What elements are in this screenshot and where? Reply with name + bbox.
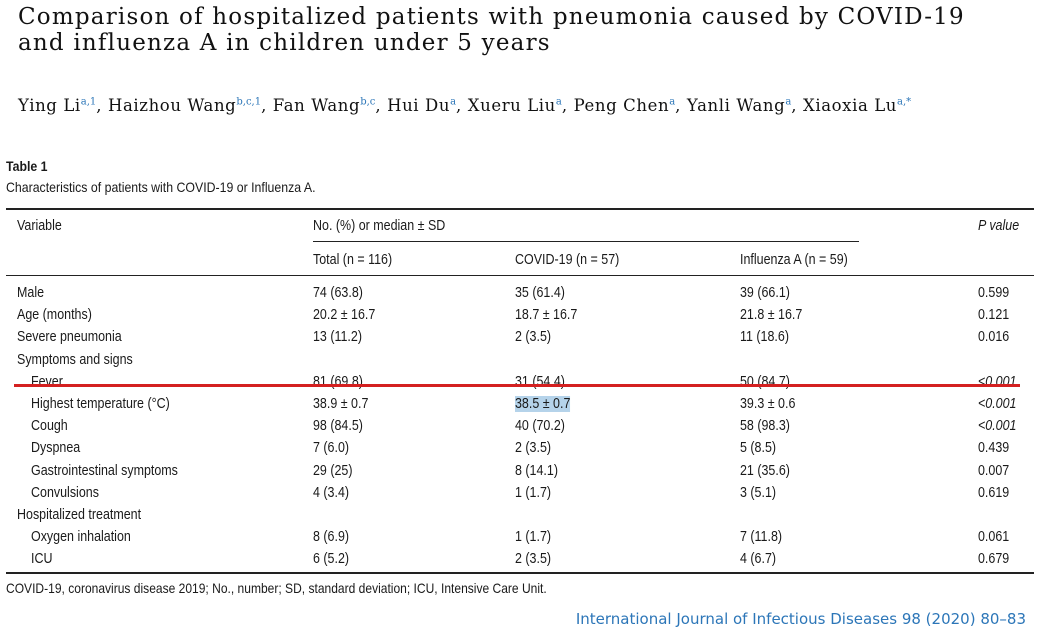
table-cell-flu: 50 (84.7) <box>740 373 790 390</box>
annotation-red-line <box>14 384 1020 387</box>
author[interactable]: Yanli Wanga, <box>686 95 803 115</box>
table-cell-flu: 58 (98.3) <box>740 418 790 435</box>
header-p-value: P value <box>978 218 1020 234</box>
table-row-variable: Highest temperature (°C) <box>31 396 170 412</box>
author[interactable]: Ying Lia,1, <box>18 95 108 115</box>
table-cell-covid: 2 (3.5) <box>515 551 552 568</box>
header-influenza: Influenza A (n = 59) <box>740 252 848 268</box>
table-row-variable: Symptoms and signs <box>17 351 133 368</box>
table-row-variable: Convulsions <box>31 484 99 501</box>
table-cell-total: 20.2 ± 16.7 <box>313 307 376 324</box>
table-cell-p: 0.599 <box>978 285 1010 301</box>
table-cell-covid: 2 (3.5) <box>515 440 552 457</box>
affiliation-marker: b,c <box>360 96 376 107</box>
table-cell-flu: 21 (35.6) <box>740 462 790 479</box>
table-cell-p: 0.619 <box>978 484 1010 501</box>
table-caption: Characteristics of patients with COVID-1… <box>6 179 316 195</box>
table-cell-total: 8 (6.9) <box>313 529 350 546</box>
table-cell-total: 74 (63.8) <box>313 285 363 301</box>
affiliation-marker: a,1 <box>80 96 97 107</box>
table-cell-total: 81 (69.8) <box>313 373 363 390</box>
table-cell-p: <0.001 <box>978 396 1017 412</box>
author[interactable]: Fan Wangb,c, <box>272 95 388 115</box>
table-row-variable: Age (months) <box>17 307 92 324</box>
table-cell-covid: 2 (3.5) <box>515 329 552 346</box>
table-cell-covid: 31 (54.4) <box>515 373 565 390</box>
author[interactable]: Xiaoxia Lua,* <box>802 95 912 115</box>
author-list: Ying Lia,1, Haizhou Wangb,c,1, Fan Wangb… <box>18 92 1028 116</box>
table-cell-p: <0.001 <box>978 373 1017 390</box>
header-group: No. (%) or median ± SD <box>313 218 446 234</box>
table-cell-covid: 1 (1.7) <box>515 484 552 501</box>
table-cell-covid: 35 (61.4) <box>515 285 565 301</box>
table-row-variable: ICU <box>31 551 53 568</box>
table-cell-covid: 40 (70.2) <box>515 418 565 435</box>
author[interactable]: Haizhou Wangb,c,1, <box>107 95 273 115</box>
table-cell-covid: 8 (14.1) <box>515 462 558 479</box>
table-cell-total: 6 (5.2) <box>313 551 350 568</box>
selected-text[interactable]: 38.5 ± 0.7 <box>515 396 571 412</box>
table-footnote: COVID-19, coronavirus disease 2019; No.,… <box>6 580 547 596</box>
group-header-rule <box>313 241 859 242</box>
table-cell-flu: 11 (18.6) <box>740 329 789 346</box>
author[interactable]: Xueru Liua, <box>467 95 574 115</box>
table-cell-p: 0.439 <box>978 440 1010 457</box>
header-bottom-rule <box>6 275 1034 276</box>
table-cell-flu: 7 (11.8) <box>740 529 783 546</box>
table-cell-total: 98 (84.5) <box>313 418 363 435</box>
affiliation-marker: a <box>555 96 562 107</box>
table-cell-total: 4 (3.4) <box>313 484 350 501</box>
affiliation-marker: b,c,1 <box>236 96 262 107</box>
header-total: Total (n = 116) <box>313 252 393 268</box>
paper-title: Comparison of hospitalized patients with… <box>18 4 965 56</box>
table-cell-flu: 39 (66.1) <box>740 285 790 301</box>
table-cell-flu: 3 (5.1) <box>740 484 777 501</box>
table-cell-total: 7 (6.0) <box>313 440 350 457</box>
table-row-variable: Oxygen inhalation <box>31 529 131 546</box>
table-cell-total: 29 (25) <box>313 462 353 479</box>
table-cell-p: 0.061 <box>978 529 1010 546</box>
author[interactable]: Peng Chena, <box>573 95 687 115</box>
table-cell-flu: 39.3 ± 0.6 <box>740 396 796 412</box>
table-cell-covid: 1 (1.7) <box>515 529 552 546</box>
affiliation-marker: a,* <box>897 96 912 107</box>
table-top-rule <box>6 208 1034 210</box>
table-cell-total: 38.9 ± 0.7 <box>313 396 369 412</box>
journal-reference-link[interactable]: International Journal of Infectious Dise… <box>575 610 1026 628</box>
table-cell-flu: 4 (6.7) <box>740 551 777 568</box>
table-row-variable: Severe pneumonia <box>17 329 122 346</box>
affiliation-marker: a <box>669 96 676 107</box>
table-bottom-rule <box>6 572 1034 574</box>
table-row-variable: Hospitalized treatment <box>17 507 142 523</box>
table-cell-p: 0.007 <box>978 462 1010 479</box>
table-cell-p: 0.121 <box>978 307 1010 324</box>
table-row-variable: Cough <box>31 418 68 435</box>
table-cell-p: <0.001 <box>978 418 1017 435</box>
affiliation-marker: a <box>785 96 792 107</box>
affiliation-marker: a <box>450 96 457 107</box>
header-covid: COVID-19 (n = 57) <box>515 252 620 268</box>
table-cell-total: 13 (11.2) <box>313 329 362 346</box>
table-cell-p: 0.016 <box>978 329 1010 346</box>
table-cell-p: 0.679 <box>978 551 1010 568</box>
table-row-variable: Fever <box>31 373 63 390</box>
table-row-variable: Male <box>17 285 45 301</box>
table-label: Table 1 <box>6 158 48 174</box>
author[interactable]: Hui Dua, <box>387 95 468 115</box>
table-row-variable: Gastrointestinal symptoms <box>31 462 178 479</box>
table-cell-flu: 21.8 ± 16.7 <box>740 307 803 324</box>
table-cell-covid: 38.5 ± 0.7 <box>515 395 571 413</box>
table-row-variable: Dyspnea <box>31 440 81 457</box>
table-cell-flu: 5 (8.5) <box>740 440 777 457</box>
table-cell-covid: 18.7 ± 16.7 <box>515 307 578 324</box>
header-variable: Variable <box>17 218 62 234</box>
